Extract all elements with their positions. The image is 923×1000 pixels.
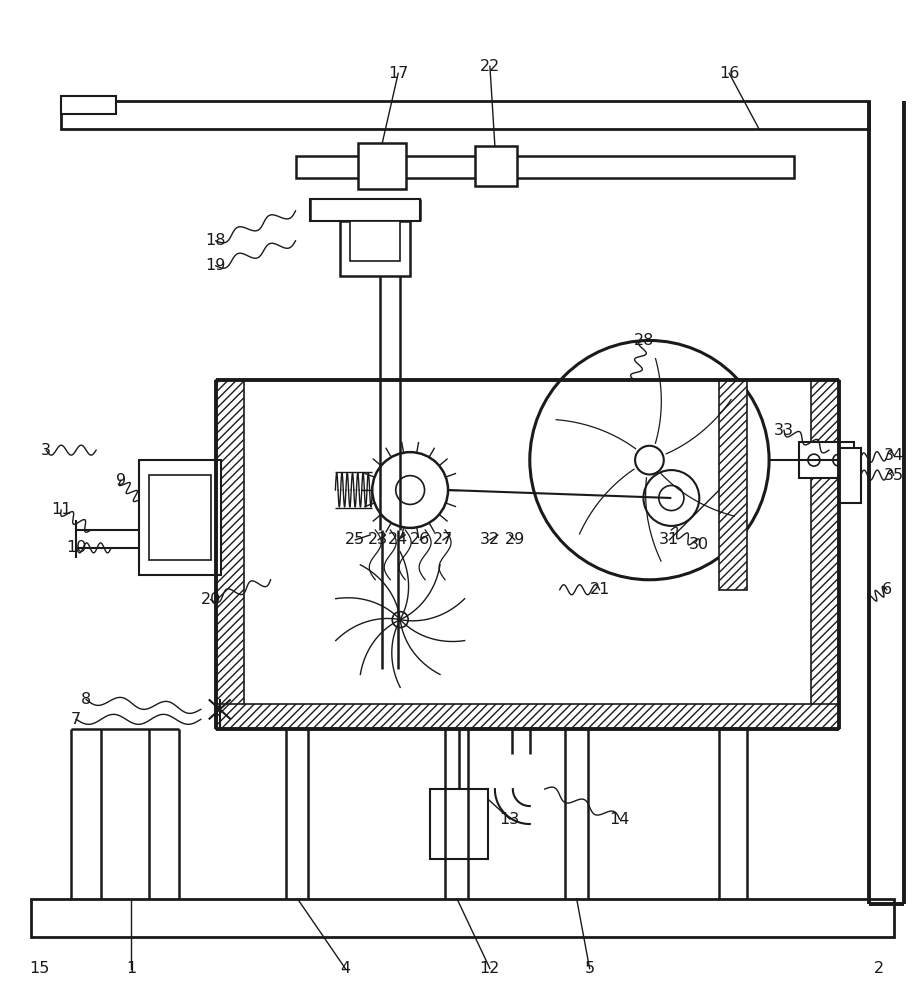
Bar: [310, 199, 420, 221]
Bar: [61, 101, 869, 129]
Text: 8: 8: [81, 692, 91, 707]
Text: 7: 7: [71, 712, 81, 727]
Text: 6: 6: [881, 582, 892, 597]
Text: 2: 2: [874, 961, 884, 976]
Text: 33: 33: [774, 423, 794, 438]
Text: 11: 11: [51, 502, 71, 517]
Text: 4: 4: [341, 961, 351, 976]
Text: 27: 27: [433, 532, 453, 547]
Bar: [139, 460, 221, 575]
Circle shape: [372, 452, 448, 528]
Text: 25: 25: [345, 532, 366, 547]
Bar: [430, 789, 488, 859]
Text: 22: 22: [480, 59, 500, 74]
Circle shape: [635, 446, 664, 474]
Text: 15: 15: [30, 961, 50, 976]
Text: 1: 1: [126, 961, 136, 976]
Text: 24: 24: [388, 532, 408, 547]
Text: 21: 21: [590, 582, 610, 597]
Circle shape: [530, 340, 769, 580]
Text: 5: 5: [584, 961, 594, 976]
Text: 34: 34: [883, 448, 904, 463]
Circle shape: [643, 470, 700, 526]
Text: 28: 28: [634, 333, 654, 348]
Bar: [295, 156, 794, 178]
Bar: [351, 221, 401, 261]
Text: 9: 9: [116, 473, 126, 488]
Text: 14: 14: [609, 812, 629, 827]
Circle shape: [833, 454, 845, 466]
Text: 3: 3: [42, 443, 52, 458]
Text: 32: 32: [480, 532, 500, 547]
Circle shape: [659, 485, 684, 511]
Circle shape: [392, 612, 408, 628]
Text: 30: 30: [689, 537, 710, 552]
Text: 12: 12: [480, 961, 500, 976]
Bar: [341, 221, 410, 276]
Text: 29: 29: [505, 532, 525, 547]
Bar: [719, 380, 747, 590]
Bar: [149, 475, 210, 560]
Bar: [475, 146, 517, 186]
Circle shape: [808, 454, 820, 466]
Bar: [799, 442, 854, 478]
Text: 18: 18: [206, 233, 226, 248]
Bar: [216, 704, 839, 729]
Bar: [31, 899, 893, 937]
Bar: [811, 380, 839, 729]
Text: 16: 16: [719, 66, 739, 81]
Text: 17: 17: [388, 66, 408, 81]
Bar: [216, 380, 244, 729]
Bar: [61, 96, 116, 114]
Text: 31: 31: [659, 532, 679, 547]
Text: 20: 20: [200, 592, 221, 607]
Circle shape: [396, 476, 425, 504]
Bar: [839, 448, 861, 503]
Text: 10: 10: [66, 540, 87, 555]
Text: 23: 23: [368, 532, 389, 547]
Text: 26: 26: [410, 532, 430, 547]
Text: 35: 35: [883, 468, 904, 483]
Text: 13: 13: [499, 812, 520, 827]
Bar: [358, 143, 406, 189]
Text: 19: 19: [206, 258, 226, 273]
